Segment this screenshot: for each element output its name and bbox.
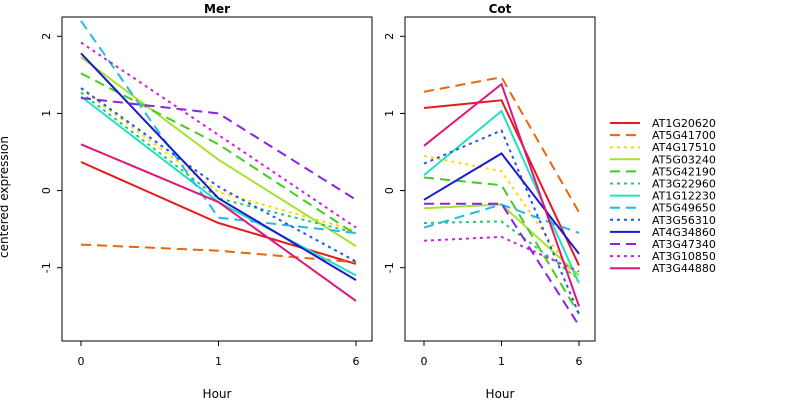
legend-item: AT5G41700 [610,129,716,142]
series-line-AT4G17510 [423,154,580,284]
y-tick-label: 1 [40,110,53,117]
x-tick-label: 0 [421,355,428,368]
series-line-AT3G47340 [80,97,357,201]
legend-item: AT4G17510 [610,141,716,154]
series-line-AT3G47340 [424,202,580,327]
x-tick-label: 1 [215,355,222,368]
panel-0: Mer -1 0 1 2 0 1 6 Hour [40,2,373,400]
legend-label: AT4G17510 [652,141,716,154]
y-tick-label: -1 [383,262,396,273]
panel-title: Mer [204,2,230,16]
x-tick-label: 6 [576,355,583,368]
legend-label: AT5G49650 [652,202,716,215]
series-line-AT4G34860 [80,52,357,281]
y-tick-label: 2 [40,33,53,40]
legend-label: AT5G42190 [652,165,716,178]
legend-item: AT5G49650 [610,202,716,215]
legend-item: AT3G22960 [610,178,716,191]
legend-item: AT4G34860 [610,226,716,239]
x-axis-label: Hour [486,387,515,400]
legend-item: AT3G47340 [610,238,716,251]
legend-item: AT5G42190 [610,165,716,178]
series-line-AT1G12230 [423,109,580,284]
series-line-AT3G56310 [80,87,357,263]
plot-frame [61,16,373,342]
series-line-AT3G44880 [80,143,357,302]
plot-frame [404,16,596,342]
legend-label: AT1G12230 [652,190,716,203]
chart-legend: AT1G20620AT5G41700AT4G17510AT5G03240AT5G… [610,117,716,275]
legend-label: AT5G03240 [652,153,716,166]
y-axis-label: centered expression [0,136,11,258]
series-line-AT5G03240 [80,56,357,247]
legend-item: AT5G03240 [610,153,716,166]
y-tick-label: 0 [383,187,396,194]
series-line-AT5G41700 [423,76,580,213]
legend-label: AT3G22960 [652,178,716,191]
x-tick-label: 1 [498,355,505,368]
x-tick-label: 6 [353,355,360,368]
y-tick-label: 0 [40,187,53,194]
series-line-AT1G20620 [80,161,357,265]
series-line-AT5G42190 [80,72,357,236]
series-line-AT5G42190 [423,176,580,315]
legend-label: AT5G41700 [652,129,716,142]
y-tick-label: 1 [383,110,396,117]
x-axis-label: Hour [203,387,232,400]
series-line-AT3G10850 [423,235,580,273]
series-line-AT3G10850 [80,41,357,229]
legend-item: AT3G56310 [610,214,716,227]
legend-label: AT3G10850 [652,250,716,263]
y-tick-label: 2 [383,33,396,40]
series-line-AT3G44880 [423,82,580,307]
legend-item: AT3G10850 [610,250,716,263]
legend-label: AT4G34860 [652,226,716,239]
chart-panels: Mer -1 0 1 2 0 1 6 Hour Cot -1 0 1 2 0 1 6 Hour [40,2,596,400]
series-line-AT5G41700 [80,243,357,264]
panel-1: Cot -1 0 1 2 0 1 6 Hour [383,2,596,400]
series-line-AT1G20620 [423,99,580,266]
series-line-AT3G56310 [423,129,580,315]
legend-label: AT3G44880 [652,262,716,275]
legend-item: AT3G44880 [610,262,716,275]
series-line-AT5G49650 [423,203,580,234]
series-line-AT3G22960 [80,91,357,234]
legend-item: AT1G12230 [610,190,716,203]
legend-label: AT3G47340 [652,238,716,251]
y-tick-label: -1 [40,262,53,273]
x-tick-label: 0 [78,355,85,368]
legend-label: AT3G56310 [652,214,716,227]
series-line-AT4G34860 [423,152,580,255]
panel-title: Cot [489,2,512,16]
legend-item: AT1G20620 [610,117,716,130]
legend-label: AT1G20620 [652,117,716,130]
